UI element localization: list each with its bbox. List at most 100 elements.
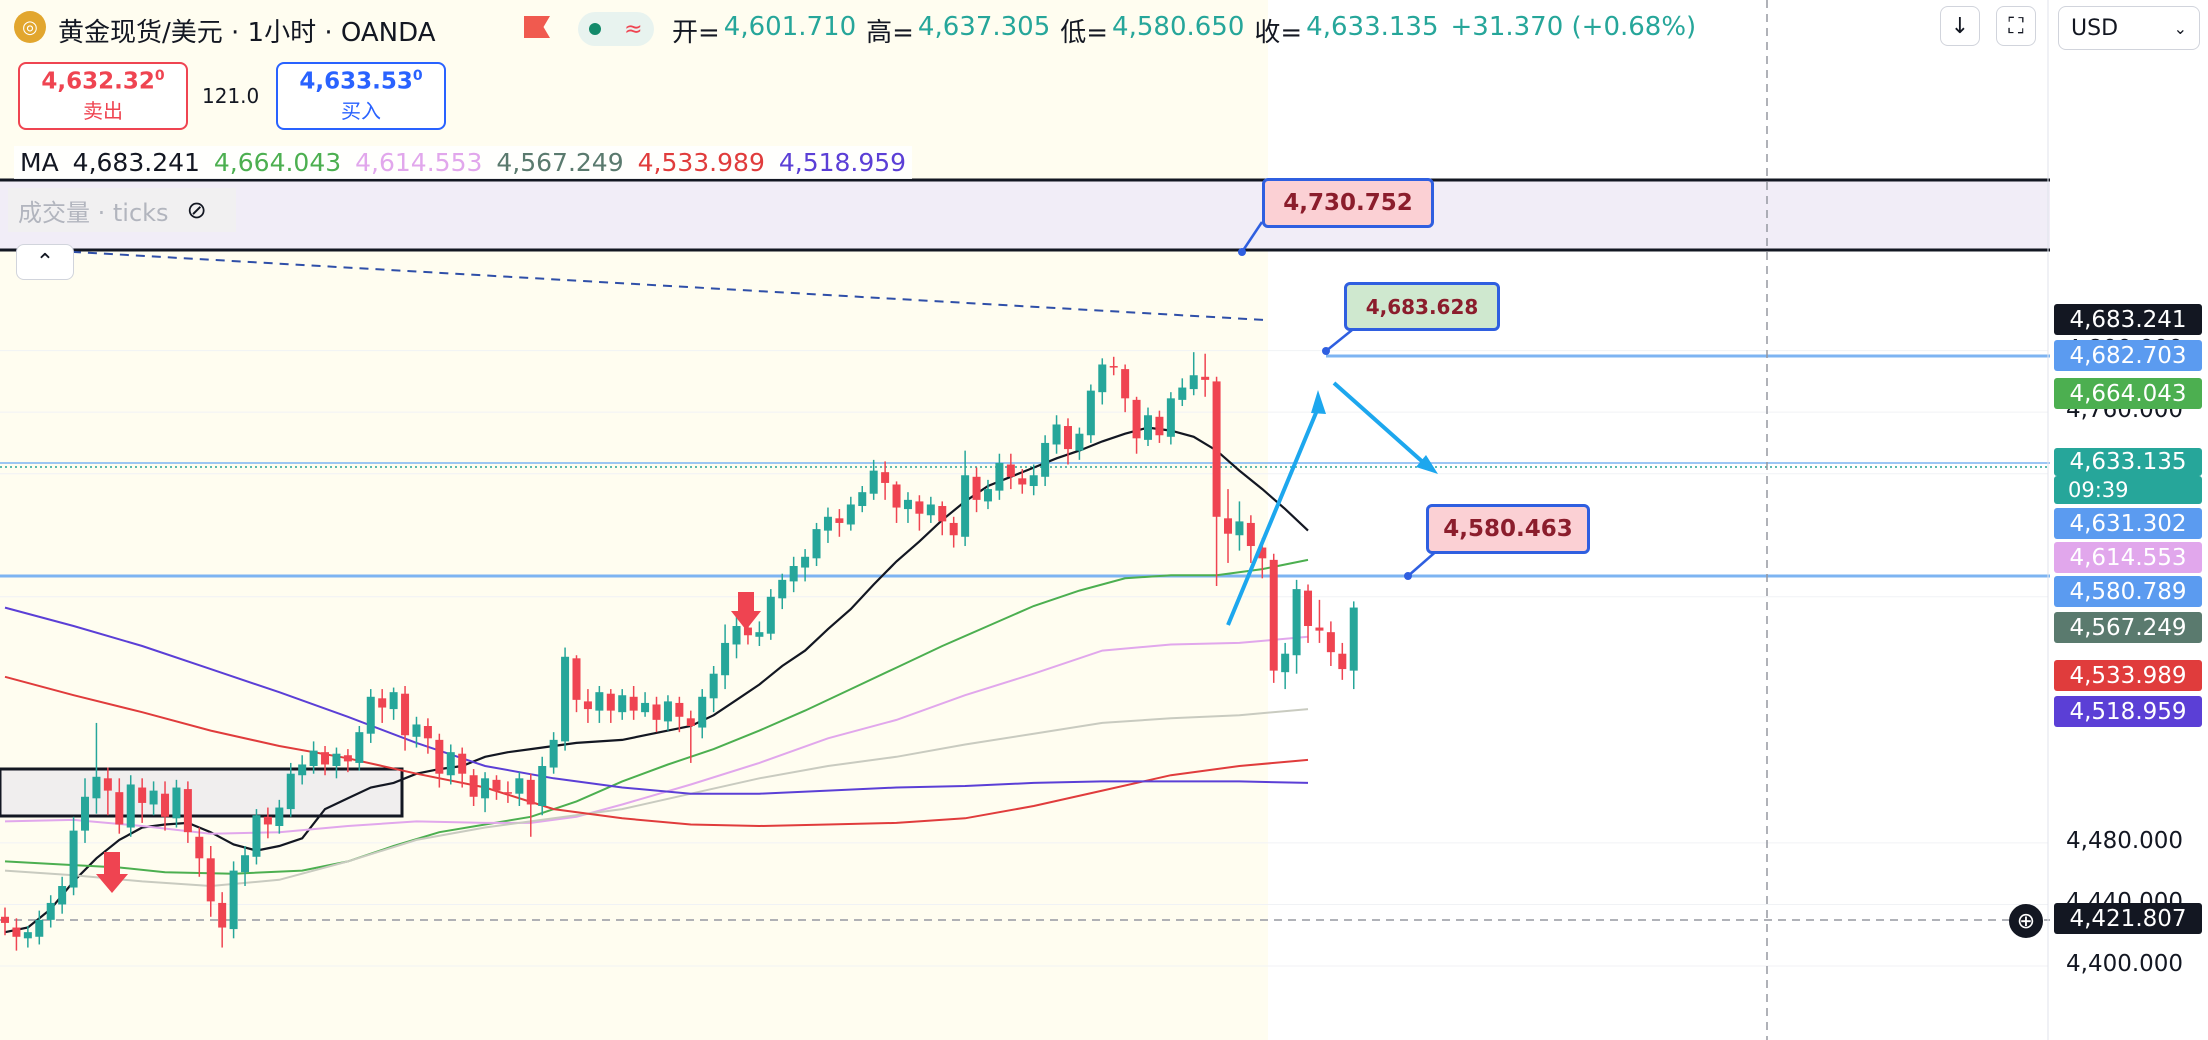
sell-button[interactable]: 4,632.320 卖出 [18, 62, 188, 130]
candle[interactable] [81, 778, 90, 843]
candle[interactable] [983, 479, 992, 510]
candle[interactable] [789, 556, 798, 593]
trend-dashed-line[interactable] [39, 249, 1266, 321]
candle[interactable] [69, 816, 78, 896]
candle[interactable] [1235, 501, 1244, 551]
candle[interactable] [1269, 553, 1278, 683]
ma6-line[interactable] [4, 606, 1309, 795]
candle[interactable] [23, 926, 32, 948]
candle[interactable] [355, 726, 364, 771]
candle[interactable] [126, 775, 135, 837]
candle[interactable] [298, 755, 307, 785]
candle[interactable] [881, 461, 890, 500]
candle[interactable] [755, 621, 764, 647]
candle[interactable] [332, 747, 341, 779]
candle[interactable] [263, 807, 272, 839]
candle[interactable] [561, 647, 570, 751]
candle[interactable] [698, 689, 707, 739]
candle[interactable] [663, 695, 672, 731]
candle[interactable] [1063, 418, 1072, 465]
candle[interactable] [915, 495, 924, 531]
candle[interactable] [1326, 621, 1335, 667]
candle[interactable] [1109, 356, 1118, 376]
candle[interactable] [195, 827, 204, 877]
candle[interactable] [423, 718, 432, 754]
ma1-line[interactable] [4, 426, 1309, 934]
candle[interactable] [138, 778, 147, 823]
candle[interactable] [1041, 435, 1050, 487]
candle[interactable] [732, 615, 741, 659]
projection-arrow-up[interactable] [1226, 407, 1320, 626]
candle[interactable] [1281, 642, 1290, 690]
collapse-chevron-icon[interactable]: ⌃ [16, 244, 74, 280]
candle[interactable] [1155, 410, 1164, 443]
add-plus-icon[interactable]: ⊕ [2009, 904, 2043, 938]
candle[interactable] [183, 781, 192, 843]
candle[interactable] [149, 781, 158, 816]
candle[interactable] [526, 773, 535, 837]
candle[interactable] [206, 846, 215, 917]
candle[interactable] [1132, 396, 1141, 454]
candle[interactable] [538, 756, 547, 816]
candle[interactable] [389, 687, 398, 720]
projection-arrow-down[interactable] [1332, 381, 1427, 466]
candle[interactable] [103, 767, 112, 816]
candle[interactable] [241, 846, 250, 887]
candle[interactable] [1018, 469, 1027, 494]
candle[interactable] [869, 459, 878, 500]
candle[interactable] [583, 689, 592, 723]
candle[interactable] [35, 910, 44, 945]
candle[interactable] [481, 772, 490, 813]
candle[interactable] [92, 722, 101, 814]
candle[interactable] [1304, 584, 1313, 643]
candle[interactable] [766, 589, 775, 640]
candle[interactable] [458, 747, 467, 788]
buy-button[interactable]: 4,633.530 买入 [276, 62, 446, 130]
candle[interactable] [686, 710, 695, 763]
candle[interactable] [641, 692, 650, 717]
candle[interactable] [218, 892, 227, 948]
candle[interactable] [1178, 378, 1187, 407]
candle[interactable] [1086, 384, 1095, 443]
candle[interactable] [721, 624, 730, 690]
candle[interactable] [1349, 601, 1358, 690]
candle[interactable] [1075, 427, 1084, 460]
ma-legend[interactable]: MA 4,683.241 4,664.043 4,614.553 4,567.2… [14, 146, 913, 179]
candle[interactable] [469, 769, 478, 807]
candle[interactable] [1166, 392, 1175, 445]
candle[interactable] [46, 895, 55, 928]
candle[interactable] [1246, 515, 1255, 563]
candle[interactable] [858, 486, 867, 513]
candle[interactable] [435, 733, 444, 788]
candle[interactable] [1006, 453, 1015, 490]
candle[interactable] [412, 716, 421, 748]
candle[interactable] [823, 507, 832, 543]
candle[interactable] [12, 918, 21, 951]
callout-target[interactable]: 4,683.628 [1344, 282, 1500, 331]
candle[interactable] [778, 573, 787, 610]
candle[interactable] [961, 450, 970, 547]
candle[interactable] [401, 686, 410, 751]
candle[interactable] [286, 762, 295, 817]
candle[interactable] [503, 781, 512, 803]
candle[interactable] [652, 696, 661, 733]
candle[interactable] [115, 778, 124, 834]
candle[interactable] [1121, 364, 1130, 413]
market-status-badge[interactable]: ≈ [578, 12, 654, 46]
candle[interactable] [1, 907, 9, 936]
volume-indicator-label[interactable]: 成交量 · ticks ⊘ [8, 188, 236, 232]
ma4-line[interactable] [4, 708, 1309, 888]
candle[interactable] [446, 744, 455, 785]
candle[interactable] [846, 496, 855, 531]
candle[interactable] [629, 686, 638, 720]
candle[interactable] [1144, 407, 1152, 447]
candle[interactable] [1201, 353, 1210, 397]
candle[interactable] [366, 689, 375, 743]
candle[interactable] [835, 509, 844, 537]
candle[interactable] [926, 496, 935, 523]
callout-support[interactable]: 4,580.463 [1426, 504, 1590, 554]
flag-icon[interactable] [524, 16, 550, 38]
candle[interactable] [549, 732, 558, 774]
candle[interactable] [309, 741, 318, 774]
candle[interactable] [812, 522, 821, 567]
